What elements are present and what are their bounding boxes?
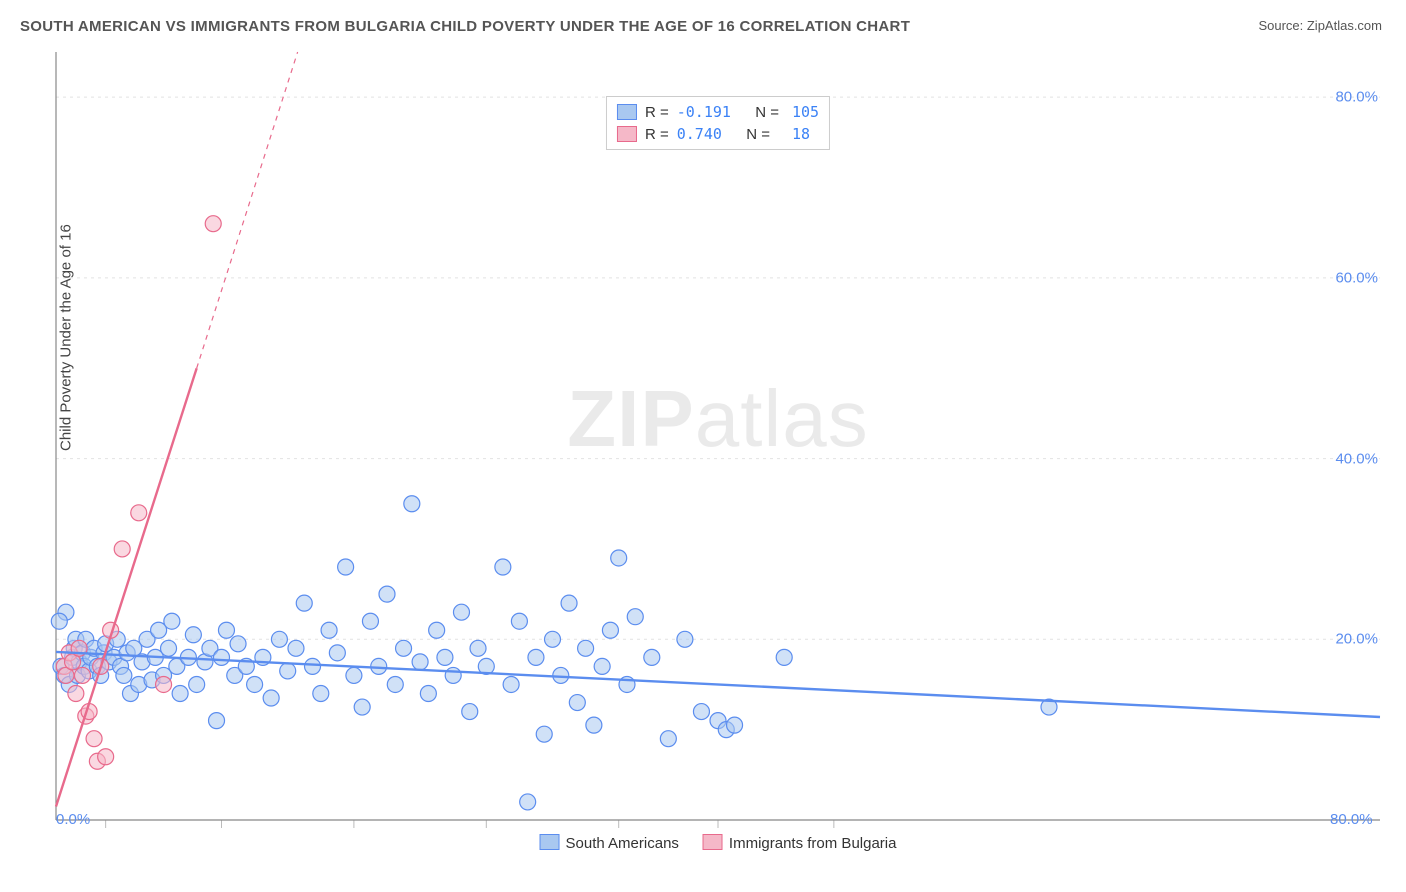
x-tick-label: 0.0% (56, 811, 90, 828)
chart-title: SOUTH AMERICAN VS IMMIGRANTS FROM BULGAR… (20, 18, 910, 35)
legend-swatch (703, 834, 723, 850)
legend-r-label: R = (645, 126, 669, 143)
correlation-legend-row: R = -0.191 N = 105 (617, 101, 819, 123)
y-tick-label: 60.0% (1335, 269, 1378, 286)
series-legend-label: South Americans (566, 835, 679, 852)
chart-area: Child Poverty Under the Age of 16 ZIPatl… (50, 46, 1386, 856)
legend-n-label: N = (746, 126, 770, 143)
y-tick-label: 80.0% (1335, 89, 1378, 106)
x-tick-label: 80.0% (1330, 811, 1373, 828)
series-legend-item: South Americans (540, 834, 679, 852)
scatter-plot-svg (50, 46, 1386, 856)
series-legend: South Americans Immigrants from Bulgaria (540, 834, 897, 852)
legend-r-value: 0.740 (677, 125, 722, 143)
chart-container: SOUTH AMERICAN VS IMMIGRANTS FROM BULGAR… (0, 0, 1406, 892)
y-tick-label: 40.0% (1335, 450, 1378, 467)
legend-swatch (617, 104, 637, 120)
legend-swatch (617, 126, 637, 142)
legend-r-value: -0.191 (677, 103, 731, 121)
legend-swatch (540, 834, 560, 850)
legend-n-value: 105 (787, 103, 819, 121)
correlation-legend-row: R = 0.740 N = 18 (617, 123, 819, 145)
source-link[interactable]: ZipAtlas.com (1307, 18, 1382, 33)
legend-n-label: N = (755, 104, 779, 121)
series-legend-label: Immigrants from Bulgaria (729, 835, 897, 852)
source-attribution: Source: ZipAtlas.com (1258, 18, 1382, 33)
legend-r-label: R = (645, 104, 669, 121)
y-tick-label: 20.0% (1335, 631, 1378, 648)
y-axis-label: Child Poverty Under the Age of 16 (58, 224, 75, 451)
series-legend-item: Immigrants from Bulgaria (703, 834, 897, 852)
legend-n-value: 18 (778, 125, 810, 143)
source-prefix: Source: (1258, 18, 1306, 33)
correlation-legend: R = -0.191 N = 105 R = 0.740 N = 18 (606, 96, 830, 150)
